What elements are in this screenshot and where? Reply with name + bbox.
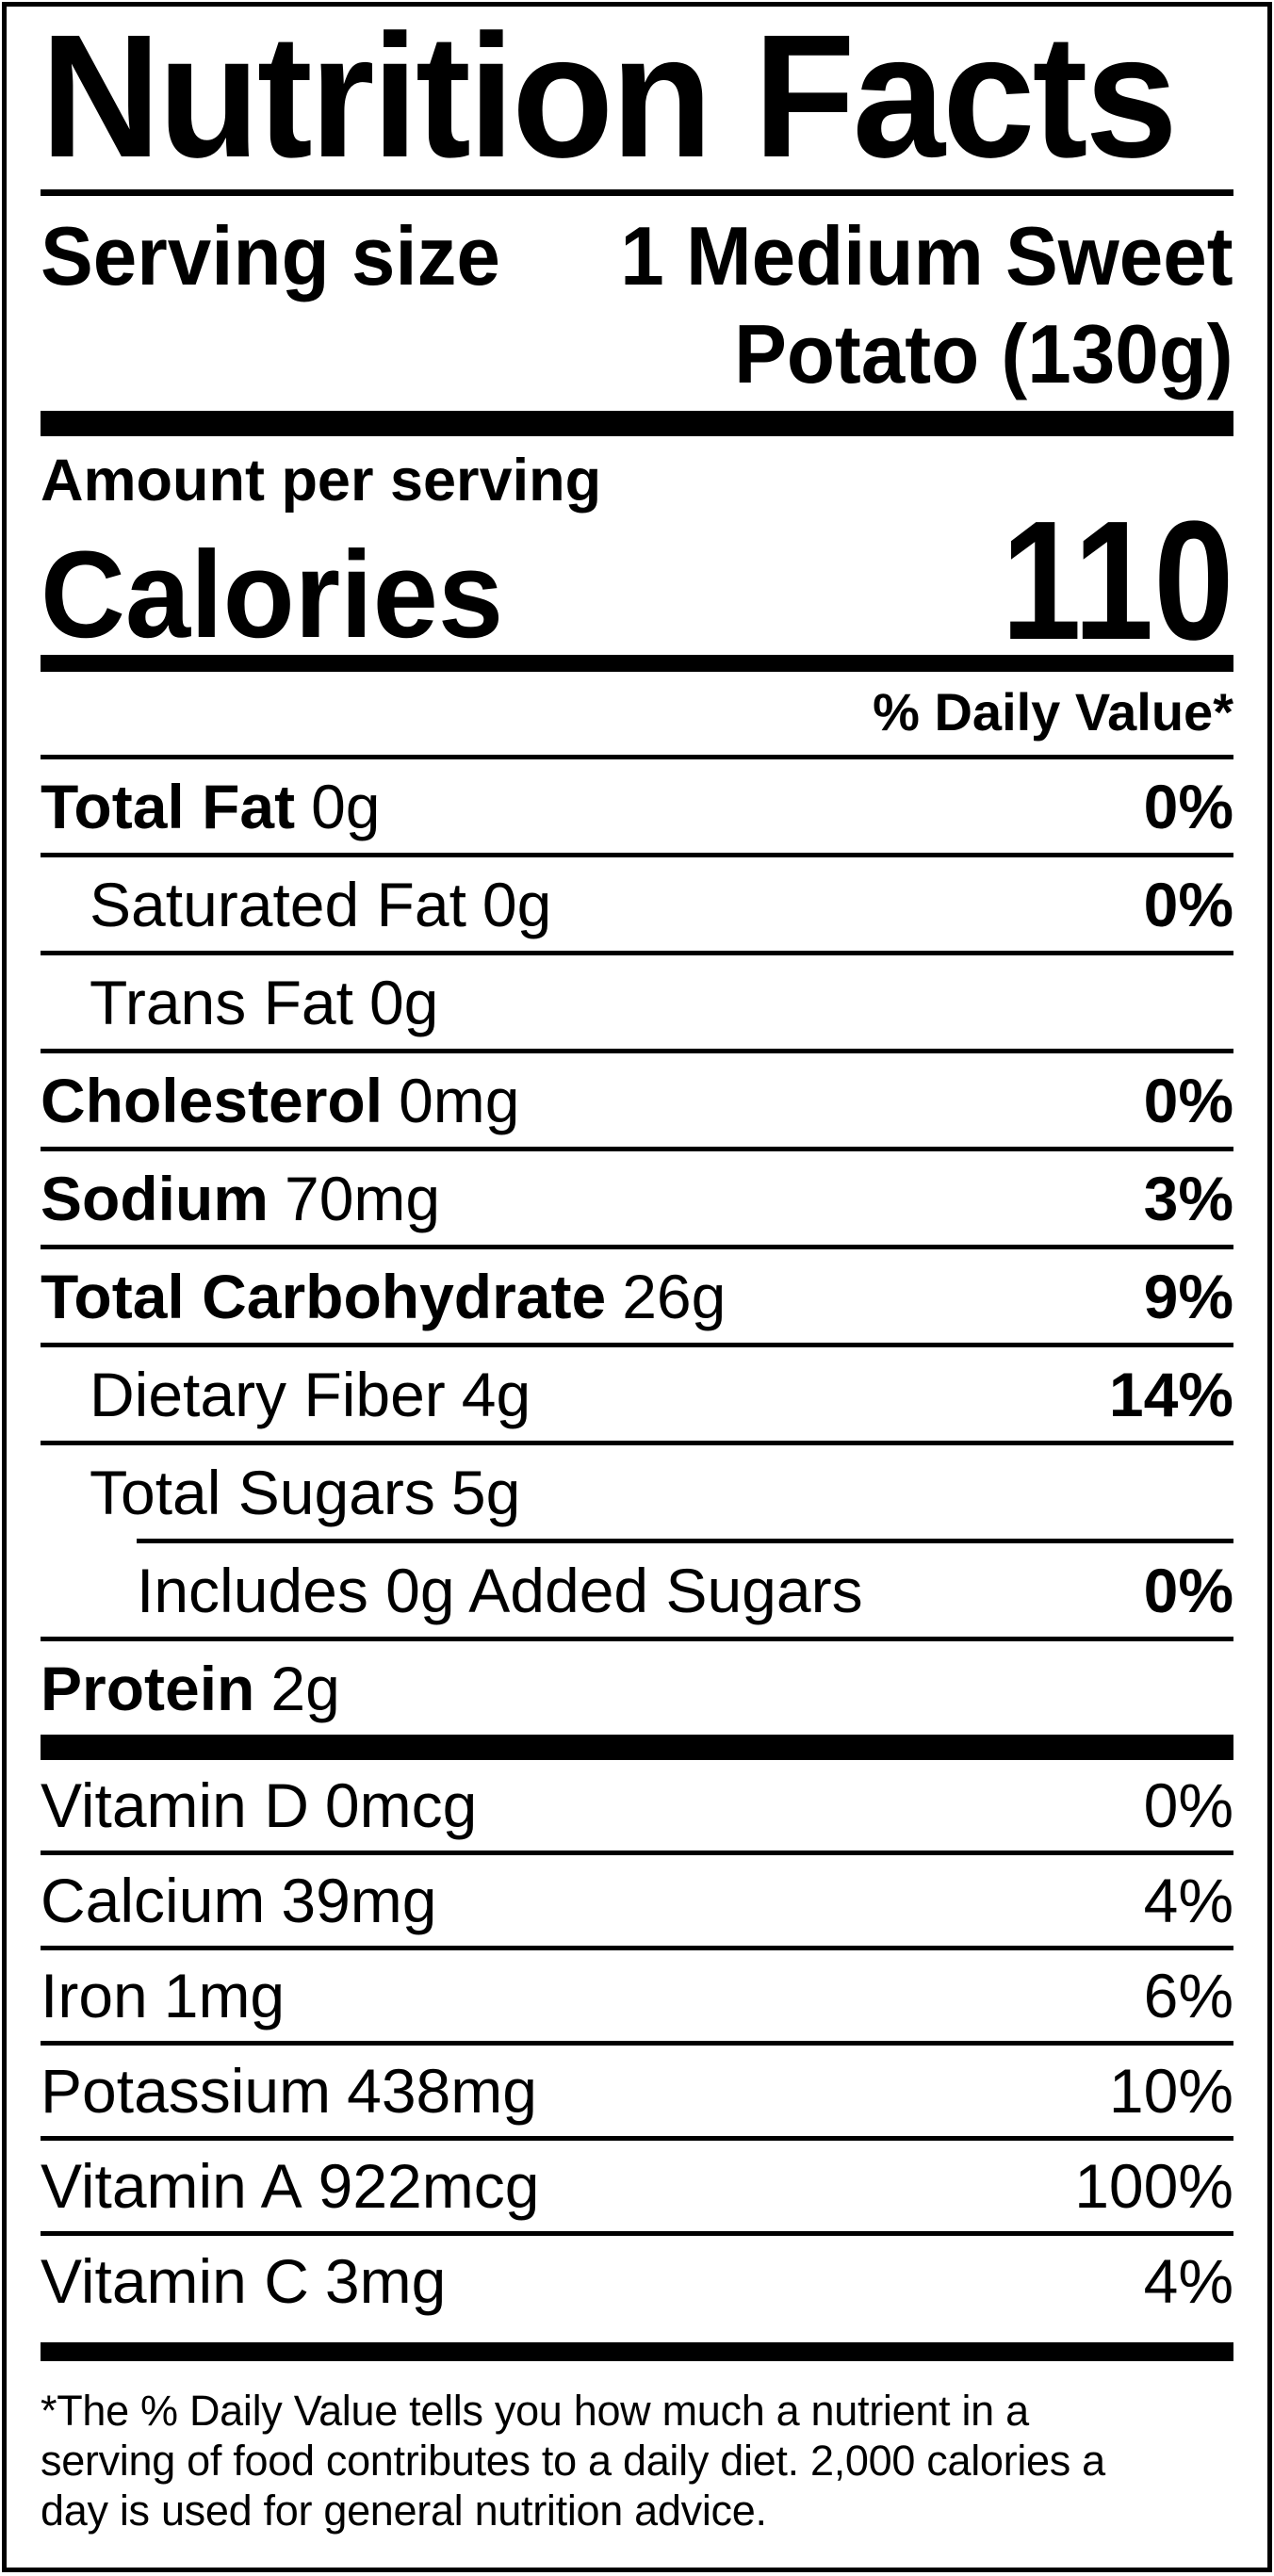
nutrient-dv: 3%: [1143, 1164, 1233, 1233]
nutrient-row-protein: Protein 2g: [41, 1637, 1233, 1735]
nutrient-row-total-fat: Total Fat 0g 0%: [41, 759, 1233, 853]
vitamin-name: Vitamin C 3mg: [41, 2246, 447, 2316]
nutrient-amount: 4g: [461, 1360, 531, 1429]
nutrient-dv: 0%: [1143, 870, 1233, 939]
serving-size-row: Serving size 1 Medium Sweet Potato (130g…: [41, 196, 1233, 403]
thick-divider-top: [41, 411, 1233, 436]
nutrient-name: Total Sugars 5g: [90, 1458, 521, 1527]
serving-size-value-line1: 1 Medium Sweet: [620, 209, 1233, 302]
vitamin-name: Iron 1mg: [41, 1961, 286, 2030]
nutrient-amount: 0g: [368, 968, 439, 1037]
nutrient-dv: 0%: [1143, 1556, 1233, 1625]
nutrient-dv: 14%: [1108, 1360, 1233, 1429]
nutrient-amount: 2g: [270, 1654, 340, 1723]
vitamin-name: Vitamin D 0mcg: [41, 1770, 478, 1840]
serving-size-value: 1 Medium Sweet Potato (130g): [588, 207, 1233, 403]
vitamin-dv: 10%: [1108, 2056, 1233, 2126]
nutrient-amount: 0g: [482, 870, 552, 939]
nutrient-row-cholesterol: Cholesterol 0mg 0%: [41, 1049, 1233, 1147]
vitamin-row-potassium: Potassium 438mg 10%: [41, 2041, 1233, 2136]
nutrient-dv: 0%: [1143, 772, 1233, 841]
nutrient-dv: 0%: [1143, 1066, 1233, 1135]
amount-per-serving-label: Amount per serving: [41, 448, 602, 514]
calories-row: Calories 110: [41, 486, 1233, 676]
nutrient-name: Cholesterol 0mg: [41, 1066, 520, 1135]
vitamin-amount: 1mg: [163, 1961, 286, 2030]
title-divider: [41, 189, 1233, 196]
nutrient-name: Dietary Fiber 4g: [90, 1360, 531, 1429]
serving-size-label: Serving size: [41, 209, 500, 302]
thick-divider-bottom: [41, 2342, 1233, 2361]
nutrient-name: Protein 2g: [41, 1654, 340, 1723]
calories-value: 110: [1001, 486, 1233, 676]
vitamin-dv: 4%: [1143, 2246, 1233, 2316]
vitamin-name: Calcium 39mg: [41, 1866, 437, 1935]
vitamin-amount: 3mg: [324, 2246, 447, 2316]
nutrient-name: Sodium 70mg: [41, 1164, 441, 1233]
nutrient-amount: 0g: [311, 772, 381, 841]
vitamin-dv: 6%: [1143, 1961, 1233, 2030]
vitamin-row-vitamin-a: Vitamin A 922mcg 100%: [41, 2136, 1233, 2231]
footnote-line: serving of food contributes to a daily d…: [41, 2437, 1105, 2485]
footnote-line: *The % Daily Value tells you how much a …: [41, 2387, 1029, 2435]
nutrient-name: Trans Fat 0g: [90, 968, 439, 1037]
vitamin-row-calcium: Calcium 39mg 4%: [41, 1850, 1233, 1946]
nutrient-dv: 9%: [1143, 1262, 1233, 1331]
serving-size-value-line2: Potato (130g): [734, 307, 1233, 400]
nutrient-amount: 70mg: [285, 1164, 441, 1233]
nutrient-name: Saturated Fat 0g: [90, 870, 552, 939]
nutrient-amount: 26g: [622, 1262, 727, 1331]
vitamin-dv: 0%: [1143, 1770, 1233, 1840]
nutrient-row-trans-fat: Trans Fat 0g: [41, 951, 1233, 1049]
calories-label: Calories: [41, 525, 504, 663]
calories-divider: [41, 655, 1233, 672]
vitamin-amount: 0mcg: [324, 1770, 478, 1840]
nutrient-row-total-carbohydrate: Total Carbohydrate 26g 9%: [41, 1245, 1233, 1343]
vitamin-dv: 4%: [1143, 1866, 1233, 1935]
nutrient-name: Total Carbohydrate 26g: [41, 1262, 727, 1331]
nutrient-amount: 0mg: [399, 1066, 520, 1135]
footnote-line: day is used for general nutrition advice…: [41, 2486, 767, 2535]
vitamin-rows: Vitamin D 0mcg 0% Calcium 39mg 4% Iron 1mg …: [41, 1760, 1233, 2326]
thick-divider-middle: [41, 1735, 1233, 1760]
vitamin-amount: 922mcg: [318, 2151, 540, 2221]
vitamin-row-vitamin-d: Vitamin D 0mcg 0%: [41, 1760, 1233, 1850]
nutrient-row-total-sugars: Total Sugars 5g: [41, 1441, 1233, 1539]
vitamin-amount: 438mg: [347, 2056, 537, 2126]
nutrient-row-added-sugars: Includes 0g Added Sugars 0%: [41, 1539, 1233, 1637]
vitamin-name: Vitamin A 922mcg: [41, 2151, 540, 2221]
daily-value-header: % Daily Value*: [41, 672, 1233, 759]
vitamin-dv: 100%: [1074, 2151, 1233, 2221]
label-title: Nutrition Facts: [41, 2, 1178, 194]
vitamin-row-iron: Iron 1mg 6%: [41, 1946, 1233, 2041]
vitamin-amount: 39mg: [281, 1866, 437, 1935]
nutrient-name: Includes 0g Added Sugars: [137, 1556, 863, 1625]
nutrient-row-saturated-fat: Saturated Fat 0g 0%: [41, 853, 1233, 951]
nutrient-row-sodium: Sodium 70mg 3%: [41, 1147, 1233, 1245]
vitamin-name: Potassium 438mg: [41, 2056, 537, 2126]
nutrient-rows: Total Fat 0g 0% Saturated Fat 0g 0% Trans …: [41, 759, 1233, 1735]
added-sugars-indented-rule: Includes 0g Added Sugars 0%: [137, 1539, 1233, 1637]
nutrient-name: Total Fat 0g: [41, 772, 381, 841]
nutrient-amount: 5g: [450, 1458, 521, 1527]
vitamin-row-vitamin-c: Vitamin C 3mg 4%: [41, 2231, 1233, 2326]
daily-value-footnote: *The % Daily Value tells you how much a …: [41, 2361, 1233, 2535]
nutrient-row-dietary-fiber: Dietary Fiber 4g 14%: [41, 1343, 1233, 1441]
